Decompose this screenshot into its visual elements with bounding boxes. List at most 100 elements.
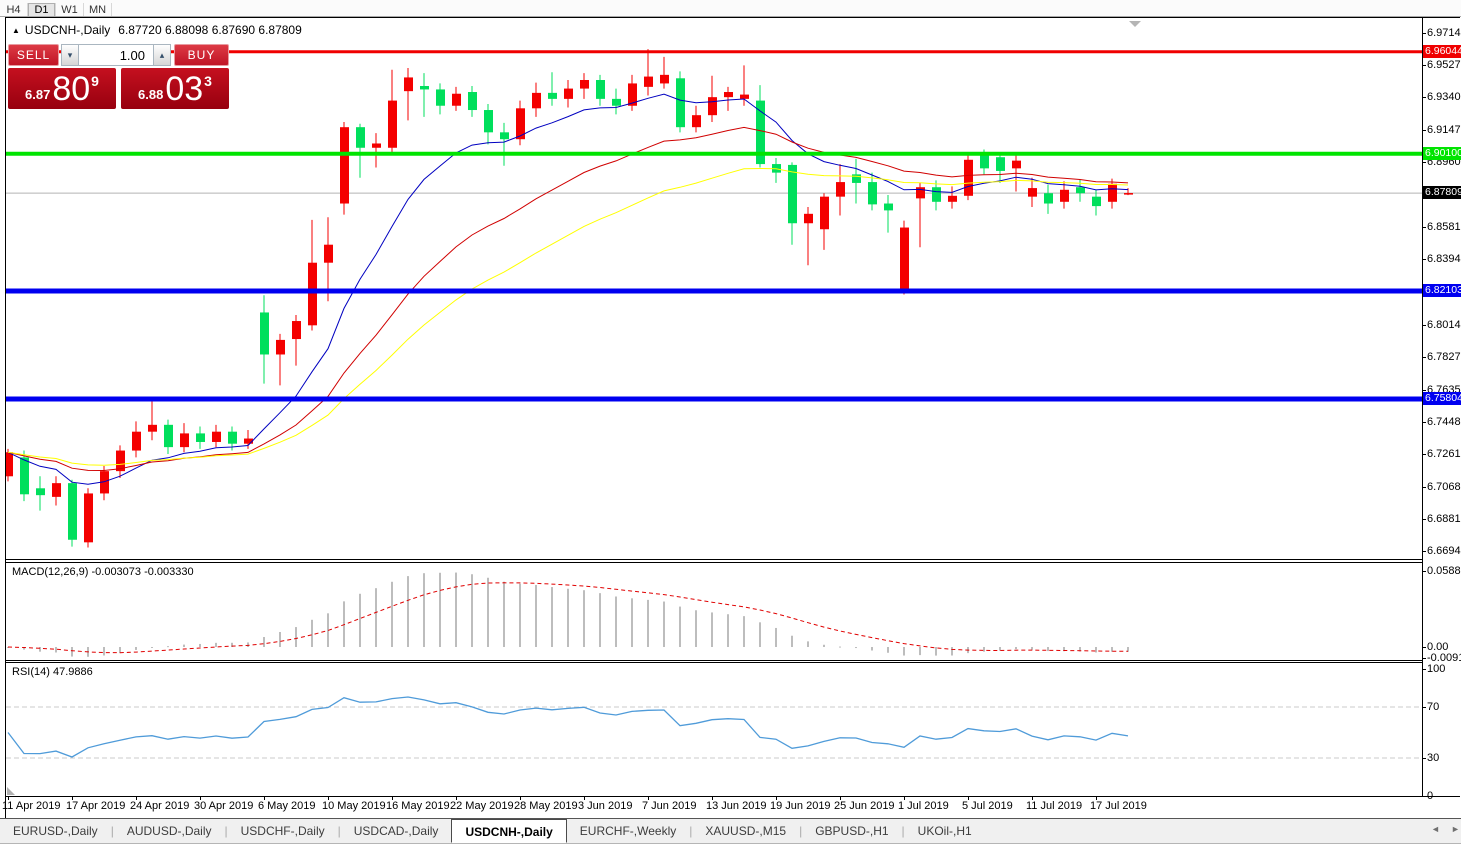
price-axis-divider (1422, 18, 1423, 796)
tab-eurchf[interactable]: EURCHF-,Weekly (579, 824, 677, 838)
rsi-axis-tick (1422, 707, 1426, 708)
timeframe-button-mn[interactable]: MN (84, 3, 112, 18)
volume-input[interactable] (79, 44, 153, 66)
tab-audusd[interactable]: AUDUSD-,Daily (126, 824, 212, 838)
date-tick (264, 797, 265, 800)
chevron-up-icon: ▴ (159, 50, 165, 60)
price-tick (1422, 227, 1426, 228)
date-tick (968, 797, 969, 800)
macd-axis-label: 0.058851 (1427, 565, 1461, 577)
rsi-axis-tick (1422, 796, 1426, 797)
chart-tab-bar: EURUSD-,Daily | AUDUSD-,Daily | USDCHF-,Dail… (0, 819, 1461, 844)
collapse-icon[interactable]: ▲ (12, 26, 20, 35)
date-tick (584, 797, 585, 800)
timeframe-button-h4[interactable]: H4 (0, 3, 28, 18)
timeframe-button-d1[interactable]: D1 (28, 3, 56, 18)
price-tick-label: 6.80145 (1427, 319, 1461, 331)
macd-signal-value: -0.003330 (144, 566, 194, 578)
tab-usdchf[interactable]: USDCHF-,Daily (240, 824, 325, 838)
rsi-panel[interactable] (6, 663, 1422, 796)
bid-prefix: 6.87 (25, 87, 51, 102)
date-label: 1 Jul 2019 (898, 800, 949, 812)
chart-window-border-top (5, 17, 1460, 18)
price-tick-label: 6.97140 (1427, 27, 1461, 39)
price-tick (1422, 325, 1426, 326)
tab-xauusd[interactable]: XAUUSD-,M15 (705, 824, 787, 838)
volume-decrease-button[interactable]: ▾ (61, 44, 79, 66)
bid-pip-digit: 9 (91, 72, 99, 89)
price-tick-label: 6.66945 (1427, 545, 1461, 557)
date-tick (200, 797, 201, 800)
macd-axis-tick (1422, 571, 1426, 572)
price-tick (1422, 97, 1426, 98)
date-label: 17 Jul 2019 (1090, 800, 1147, 812)
timeframe-button-w1[interactable]: W1 (56, 3, 84, 18)
tab-usdcad[interactable]: USDCAD-,Daily (353, 824, 439, 838)
rsi-axis-tick (1422, 758, 1426, 759)
tab-gbpusd[interactable]: GBPUSD-,H1 (815, 824, 889, 838)
price-tick (1422, 357, 1426, 358)
tab-separator: | (901, 824, 905, 838)
rsi-axis-label: 100 (1427, 663, 1446, 675)
tab-separator: | (689, 824, 693, 838)
price-tick (1422, 259, 1426, 260)
date-label: 6 May 2019 (258, 800, 316, 812)
bid-price[interactable]: 6.87 80 9 (8, 68, 116, 109)
date-label: 7 Jun 2019 (642, 800, 697, 812)
date-tick (1032, 797, 1033, 800)
tab-separator: | (337, 824, 341, 838)
tab-ukoil[interactable]: UKOil-,H1 (917, 824, 972, 838)
date-tick (328, 797, 329, 800)
tab-scroll-left-icon[interactable]: ◄ (1431, 824, 1440, 834)
ask-price[interactable]: 6.88 03 3 (121, 68, 229, 109)
date-label: 17 Apr 2019 (66, 800, 126, 812)
tab-separator: | (110, 824, 114, 838)
main-chart[interactable] (6, 18, 1422, 559)
price-tick (1422, 162, 1426, 163)
date-label: 11 Apr 2019 (2, 800, 61, 812)
price-tick-label: 6.78275 (1427, 351, 1461, 363)
tab-separator: | (799, 824, 803, 838)
price-tick-label: 6.70685 (1427, 481, 1461, 493)
macd-label: MACD(12,26,9) -0.003073 -0.003330 (12, 566, 194, 578)
tab-scroll-right-icon[interactable]: ► (1451, 824, 1460, 834)
price-tick-label: 6.93400 (1427, 91, 1461, 103)
macd-separator-top (6, 559, 1422, 560)
price-tick (1422, 551, 1426, 552)
rsi-label: RSI(14) 47.9886 (12, 666, 93, 678)
macd-panel[interactable] (6, 563, 1422, 659)
date-tick (648, 797, 649, 800)
trade-panel: SELL ▾ ▴ BUY 6.87 80 9 6.88 03 3 (8, 44, 229, 109)
panel-resize-grip[interactable] (7, 787, 15, 795)
date-label: 24 Apr 2019 (130, 800, 190, 812)
price-level-chip: 6.82103 (1423, 284, 1461, 297)
sell-button[interactable]: SELL (8, 44, 59, 66)
current-price-chip: 6.87809 (1423, 186, 1461, 199)
tab-usdcnh[interactable]: USDCNH-,Daily (451, 819, 567, 843)
rsi-axis-label: 70 (1427, 701, 1440, 713)
price-tick (1422, 33, 1426, 34)
price-tick-label: 6.68815 (1427, 513, 1461, 525)
chart-title: ▲ USDCNH-,Daily 6.87720 6.88098 6.87690 6.… (12, 23, 302, 37)
price-tick-label: 6.85810 (1427, 221, 1461, 233)
buy-button[interactable]: BUY (174, 44, 229, 66)
date-label: 30 Apr 2019 (194, 800, 254, 812)
volume-increase-button[interactable]: ▴ (153, 44, 171, 66)
date-tick (904, 797, 905, 800)
chart-window-border-left (5, 17, 6, 818)
bid-big-digits: 80 (52, 69, 91, 108)
date-label: 16 May 2019 (386, 800, 450, 812)
macd-axis-tick (1422, 647, 1426, 648)
date-tick (840, 797, 841, 800)
date-tick (72, 797, 73, 800)
date-tick (8, 797, 9, 800)
price-tick (1422, 390, 1426, 391)
rsi-separator-bottom (6, 662, 1422, 663)
date-label: 25 Jun 2019 (834, 800, 895, 812)
tab-eurusd[interactable]: EURUSD-,Daily (13, 824, 98, 838)
macd-axis-label: 0.00 (1427, 641, 1449, 653)
date-tick (456, 797, 457, 800)
price-tick (1422, 487, 1426, 488)
price-tick-label: 6.95270 (1427, 59, 1461, 71)
